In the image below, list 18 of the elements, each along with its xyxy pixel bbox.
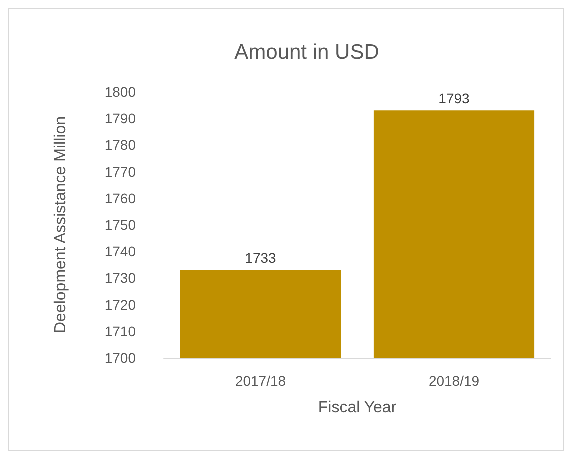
x-tick-label: 2017/18	[235, 373, 286, 389]
y-tick-label: 1700	[104, 350, 136, 366]
y-tick-label: 1780	[104, 137, 136, 154]
y-tick-label: 1730	[104, 270, 136, 286]
data-label: 1733	[245, 250, 277, 266]
y-tick-label: 1710	[104, 323, 136, 340]
chart-title: Amount in USD	[234, 41, 380, 64]
x-tick-label: 2018/19	[428, 373, 480, 389]
y-tick-label: 1770	[104, 164, 136, 180]
y-tick-label: 1790	[104, 110, 136, 127]
y-tick-label: 1800	[104, 84, 136, 100]
y-tick-label: 1750	[104, 217, 136, 233]
y-tick-label: 1720	[104, 296, 136, 313]
x-axis-title: Fiscal Year	[318, 400, 398, 416]
y-tick-label: 1740	[104, 244, 136, 260]
data-label: 1793	[438, 90, 470, 107]
y-axis-title: Deelopment Assistance Million	[52, 116, 70, 334]
y-tick-label: 1760	[104, 190, 136, 206]
